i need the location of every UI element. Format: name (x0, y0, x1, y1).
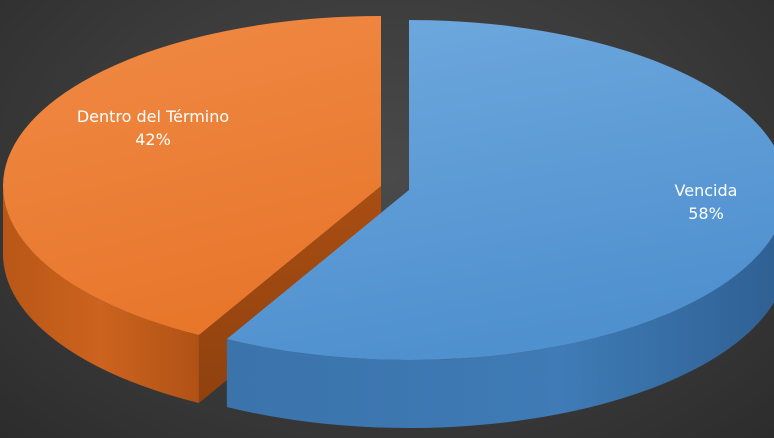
data-label-vencida-category: Vencida (675, 181, 738, 200)
data-label-dentro-del-termino-category: Dentro del Término (77, 107, 229, 126)
data-label-vencida-percent: 58% (688, 204, 724, 223)
data-label-dentro-del-termino: Dentro del Término 42% (77, 107, 229, 149)
data-label-dentro-del-termino-percent: 42% (135, 130, 171, 149)
data-label-vencida: Vencida 58% (675, 181, 738, 223)
pie-side-vencida (226, 234, 774, 428)
pie-slice-dentro-del-termino (2, 16, 382, 335)
pie-side-dentro-del-termino (3, 186, 199, 403)
pie-slice-vencida (226, 20, 774, 360)
